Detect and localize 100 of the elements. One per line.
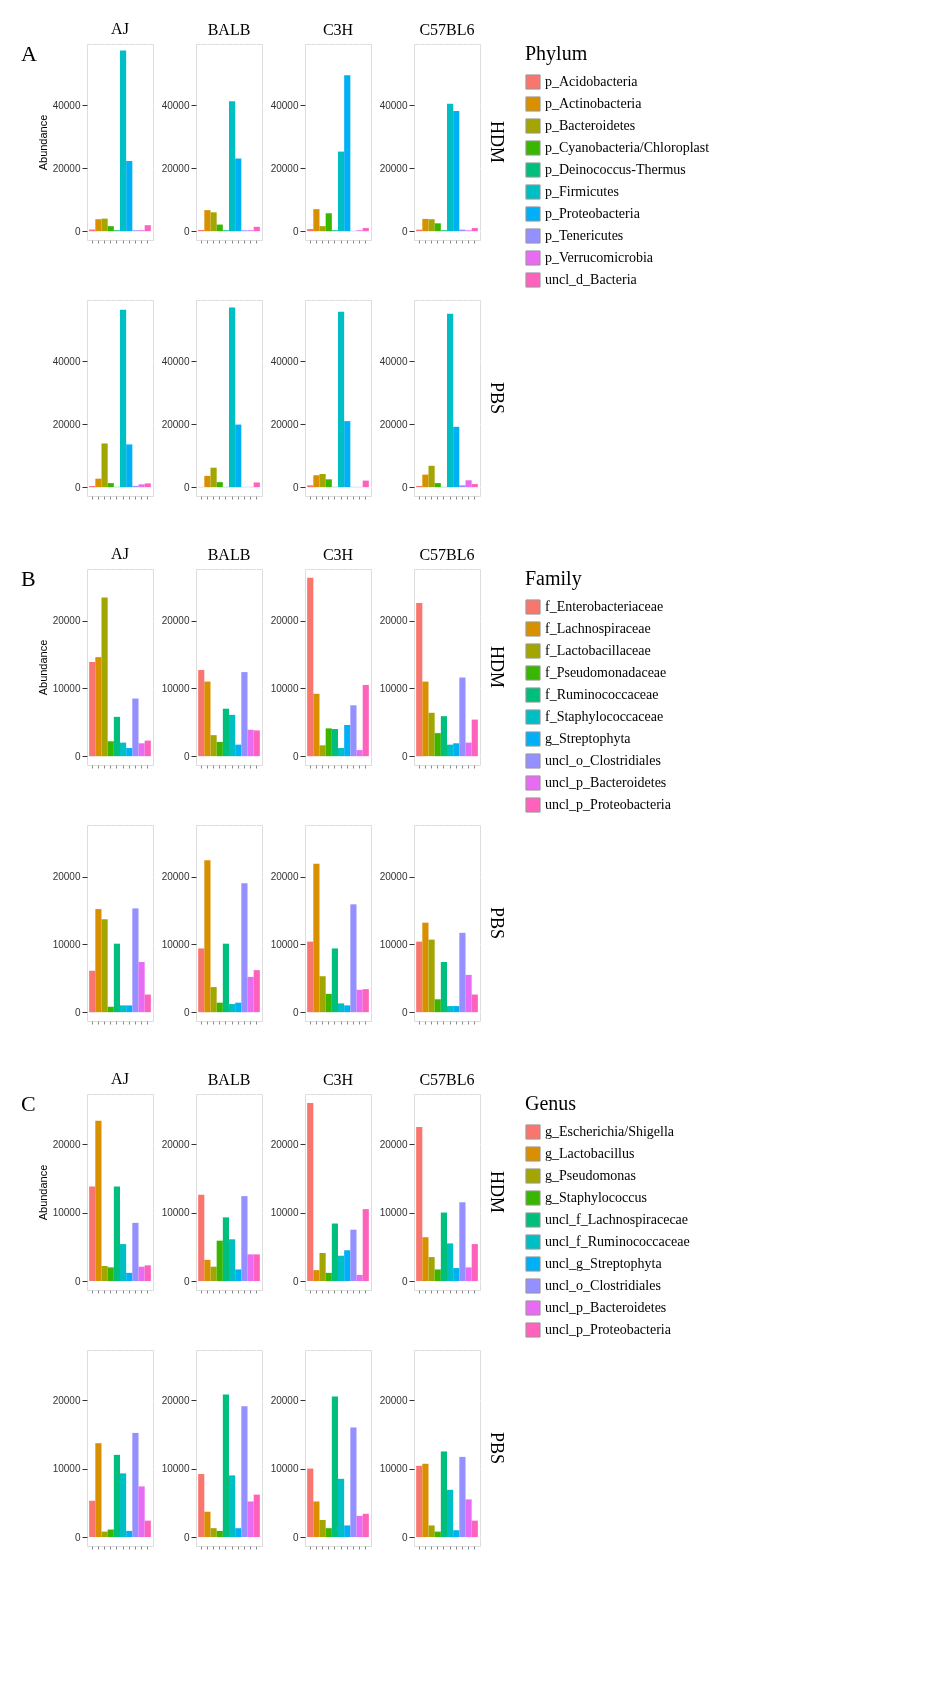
chart-title: BALB [207, 1071, 251, 1088]
bar [222, 708, 229, 757]
bar [434, 483, 441, 488]
y-tick-label: 10000 [52, 682, 81, 694]
bar [235, 744, 242, 757]
legend-label: f_Lactobacillaceae [545, 643, 651, 658]
bar [362, 1209, 369, 1282]
bar [344, 421, 351, 488]
legend-label: p_Acidobacteria [545, 74, 639, 89]
bar [471, 484, 478, 488]
bar [313, 863, 320, 1013]
y-tick-label: 20000 [161, 1394, 190, 1406]
bar [216, 1002, 223, 1013]
bar [465, 974, 472, 1013]
chart-title: C57BL6 [419, 1071, 475, 1088]
bar [325, 479, 332, 488]
y-tick-label: 0 [74, 1531, 81, 1543]
bar [319, 1252, 326, 1282]
y-tick-label: 40000 [379, 99, 408, 111]
bar [101, 919, 108, 1013]
bar [132, 698, 139, 757]
bar [344, 1250, 351, 1282]
chart-title: C3H [322, 21, 354, 38]
legend-title: Phylum [525, 42, 588, 65]
bar [241, 1406, 248, 1538]
y-tick-label: 0 [74, 481, 81, 493]
bar [113, 943, 120, 1013]
y-tick-label: 10000 [270, 938, 299, 950]
bar [229, 1475, 236, 1538]
bar [95, 657, 102, 757]
legend-label: g_Streptophyta [545, 731, 632, 746]
chart-title: C57BL6 [419, 546, 475, 563]
legend-label: g_Pseudomonas [545, 1168, 636, 1183]
y-axis-title: Abundance [36, 1164, 49, 1221]
bar [440, 962, 447, 1013]
bar [107, 1529, 114, 1538]
legend-label: uncl_p_Bacteroidetes [545, 1300, 667, 1315]
y-tick-label: 20000 [379, 615, 408, 627]
bar [422, 1463, 429, 1538]
legend-label: uncl_f_Ruminococcaceae [545, 1234, 690, 1249]
text: PBS [487, 381, 507, 415]
y-tick-label: 0 [401, 225, 408, 237]
bar [253, 730, 260, 757]
bar [138, 962, 145, 1013]
legend-label: p_Verrucomicrobia [545, 250, 654, 265]
bar [253, 970, 260, 1013]
y-tick-label: 20000 [270, 162, 299, 174]
bar [235, 424, 242, 488]
bar [313, 209, 320, 232]
y-tick-label: 20000 [379, 1394, 408, 1406]
bar [235, 158, 242, 232]
bar [107, 1006, 114, 1013]
bar [416, 941, 423, 1013]
y-tick-label: 40000 [52, 355, 81, 367]
bar [235, 1002, 242, 1013]
legend-label: f_Ruminococcaceae [545, 687, 659, 702]
bar [307, 1102, 314, 1282]
y-tick-label: 0 [74, 225, 81, 237]
y-tick-label: 0 [292, 1531, 299, 1543]
bar [313, 1501, 320, 1538]
bar [101, 1531, 108, 1538]
y-tick-label: 10000 [270, 1207, 299, 1219]
legend-label: uncl_d_Bacteria [545, 272, 638, 287]
bar [216, 1240, 223, 1282]
bar [356, 1274, 363, 1282]
y-tick-label: 0 [183, 1531, 190, 1543]
chart-title: BALB [207, 21, 251, 38]
legend-label: g_Staphylococcus [545, 1190, 647, 1205]
bar [120, 1473, 127, 1538]
y-tick-label: 20000 [270, 871, 299, 883]
y-tick-label: 20000 [270, 1138, 299, 1150]
bar [229, 307, 236, 488]
text: B [21, 566, 36, 591]
y-tick-label: 20000 [379, 162, 408, 174]
bar [307, 941, 314, 1013]
bar [107, 483, 114, 488]
bar [204, 475, 211, 488]
bar [235, 1528, 242, 1538]
y-tick-label: 10000 [52, 1207, 81, 1219]
bar [325, 1528, 332, 1538]
bar [229, 101, 236, 232]
y-tick-label: 20000 [52, 615, 81, 627]
bar [120, 309, 127, 488]
legend-label: f_Staphylococcaceae [545, 709, 664, 724]
y-tick-label: 0 [183, 481, 190, 493]
legend-label: p_Actinobacteria [545, 96, 643, 111]
bar [331, 1223, 338, 1282]
bar [126, 1530, 133, 1538]
bar [241, 1196, 248, 1282]
bar [331, 1396, 338, 1538]
bar [210, 212, 217, 232]
y-tick-label: 20000 [161, 615, 190, 627]
legend-label: p_Tenericutes [545, 228, 624, 243]
bar [101, 218, 108, 232]
text: A [21, 41, 37, 66]
bar [422, 474, 429, 488]
y-tick-label: 0 [401, 1006, 408, 1018]
bar [447, 1489, 454, 1538]
bar [120, 50, 127, 232]
y-tick-label: 40000 [161, 99, 190, 111]
